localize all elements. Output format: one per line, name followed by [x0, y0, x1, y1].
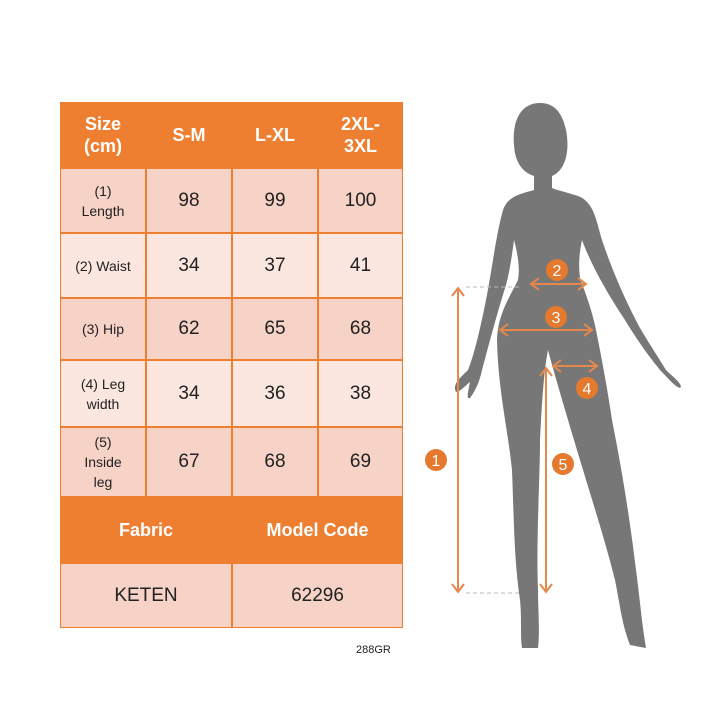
marker-number: 1	[432, 453, 441, 470]
row-label-text: (5) Inside leg	[84, 434, 122, 490]
fabric-value: KETEN	[61, 564, 231, 627]
value-cell-text: 62	[178, 318, 200, 339]
value-cell: 99	[233, 169, 317, 232]
header-cell-text: L-XL	[255, 125, 295, 145]
model-code-value-text: 62296	[291, 584, 344, 606]
row-label: (1) Length	[61, 169, 145, 232]
model-code-header: Model Code	[233, 498, 402, 562]
value-cell-text: 37	[264, 254, 286, 276]
value-cell-text: 65	[264, 318, 286, 339]
marker-number: 5	[559, 457, 568, 474]
value-cell-text: 69	[349, 451, 372, 472]
row-label-text: (2) Waist	[75, 257, 131, 274]
value-cell-text: 98	[178, 189, 200, 211]
value-cell: 67	[147, 428, 231, 496]
value-cell: 68	[233, 428, 317, 496]
value-cell: 100	[319, 169, 402, 232]
marker-circle	[552, 453, 574, 475]
value-cell: 37	[233, 234, 317, 297]
header-cell-text: Size (cm)	[83, 114, 122, 156]
marker-circle	[546, 259, 568, 281]
marker-number: 2	[553, 263, 562, 280]
value-cell-text: 68	[349, 318, 372, 339]
fabric-header: Fabric	[61, 498, 231, 562]
value-cell-text: 38	[349, 382, 372, 404]
value-cell-text: 41	[349, 254, 372, 276]
header-cell: Size (cm)	[61, 103, 145, 167]
size-chart-table: Size (cm) S-M L-XL 2XL-3XL (1) Length 98 99 100…	[60, 102, 403, 628]
row-label: (4) Leg width	[61, 361, 145, 426]
value-cell: 34	[147, 234, 231, 297]
marker-circle	[425, 449, 447, 471]
model-code-value: 62296	[233, 564, 402, 627]
value-cell: 98	[147, 169, 231, 232]
row-label: (3) Hip	[61, 299, 145, 359]
value-cell-text: 34	[178, 254, 200, 276]
header-cell: 2XL-3XL	[319, 103, 402, 167]
value-cell: 62	[147, 299, 231, 359]
marker-number: 3	[552, 310, 561, 327]
value-cell: 68	[319, 299, 402, 359]
header-cell: L-XL	[233, 103, 317, 167]
header-cell-text: 2XL-3XL	[340, 114, 380, 156]
row-label: (5) Inside leg	[61, 428, 145, 496]
marker-number: 4	[583, 381, 592, 398]
value-cell-text: 34	[178, 382, 200, 404]
product-code: 288GR	[356, 644, 391, 656]
row-label-text: (1) Length	[81, 182, 125, 219]
header-cell-text: S-M	[172, 125, 206, 145]
model-code-header-text: Model Code	[266, 520, 369, 540]
value-cell: 34	[147, 361, 231, 426]
value-cell: 69	[319, 428, 402, 496]
value-cell: 38	[319, 361, 402, 426]
value-cell: 41	[319, 234, 402, 297]
row-label-text: (3) Hip	[81, 321, 124, 337]
value-cell-text: 99	[264, 189, 286, 211]
fabric-value-text: KETEN	[114, 584, 178, 606]
value-cell-text: 100	[344, 189, 377, 211]
value-cell-text: 68	[264, 451, 286, 472]
row-label: (2) Waist	[61, 234, 145, 297]
value-cell: 36	[233, 361, 317, 426]
value-cell: 65	[233, 299, 317, 359]
body-silhouette	[454, 103, 681, 648]
header-cell: S-M	[147, 103, 231, 167]
measurement-arrows	[451, 277, 599, 594]
row-label-text: (4) Leg width	[80, 375, 126, 412]
marker-circle	[576, 377, 598, 399]
value-cell-text: 36	[264, 382, 286, 404]
fabric-header-text: Fabric	[118, 520, 174, 540]
marker-circle	[545, 306, 567, 328]
value-cell-text: 67	[178, 451, 200, 472]
